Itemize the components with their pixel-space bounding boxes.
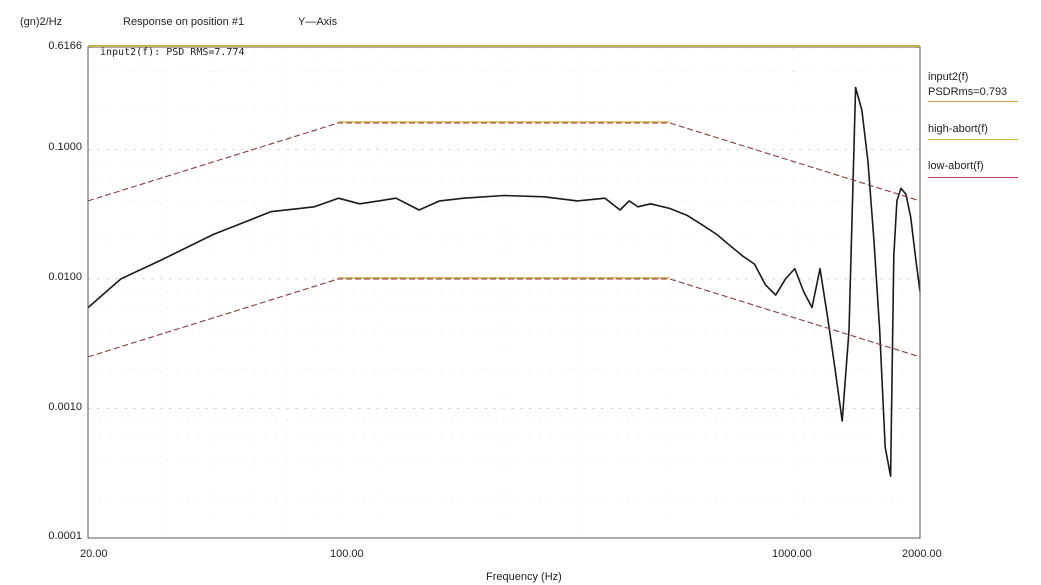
- y-tick-label: 0.0001: [48, 530, 82, 542]
- chart-title: Response on position #1: [123, 16, 245, 28]
- y-tick-label: 0.0010: [48, 401, 82, 413]
- x-tick-label: 20.00: [80, 548, 108, 560]
- y-tick-label: 0.1000: [48, 141, 82, 153]
- series-line-high-abort: [87, 122, 921, 202]
- legend-low-abort-swatch: [928, 177, 1018, 178]
- legend-high-abort: high-abort(f): [928, 123, 988, 135]
- series-line-input2: [87, 86, 921, 478]
- y-tick-label: 0.6166: [48, 40, 82, 52]
- legend-input2-name: input2(f): [928, 71, 969, 83]
- legend-low-abort: low-abort(f): [928, 160, 984, 172]
- legend-input2-swatch: [928, 101, 1018, 102]
- x-axis-title: Frequency (Hz): [486, 571, 562, 583]
- rms-annotation: input2(f): PSD RMS=7.774: [100, 47, 245, 58]
- y-tick-label: 0.0100: [48, 271, 82, 283]
- axis-label: Y—Axis: [298, 16, 338, 28]
- y-unit-label: (gn)2/Hz: [20, 16, 63, 28]
- x-tick-label: 100.00: [330, 548, 364, 560]
- x-tick-label: 1000.00: [772, 548, 812, 560]
- series-line-low-abort: [87, 278, 921, 358]
- x-tick-label: 2000.00: [902, 548, 942, 560]
- grid-layer: [88, 47, 920, 538]
- legend-high-abort-swatch: [928, 139, 1018, 140]
- series-layer: [87, 86, 921, 478]
- legend-input2-rms: PSDRms=0.793: [928, 86, 1008, 98]
